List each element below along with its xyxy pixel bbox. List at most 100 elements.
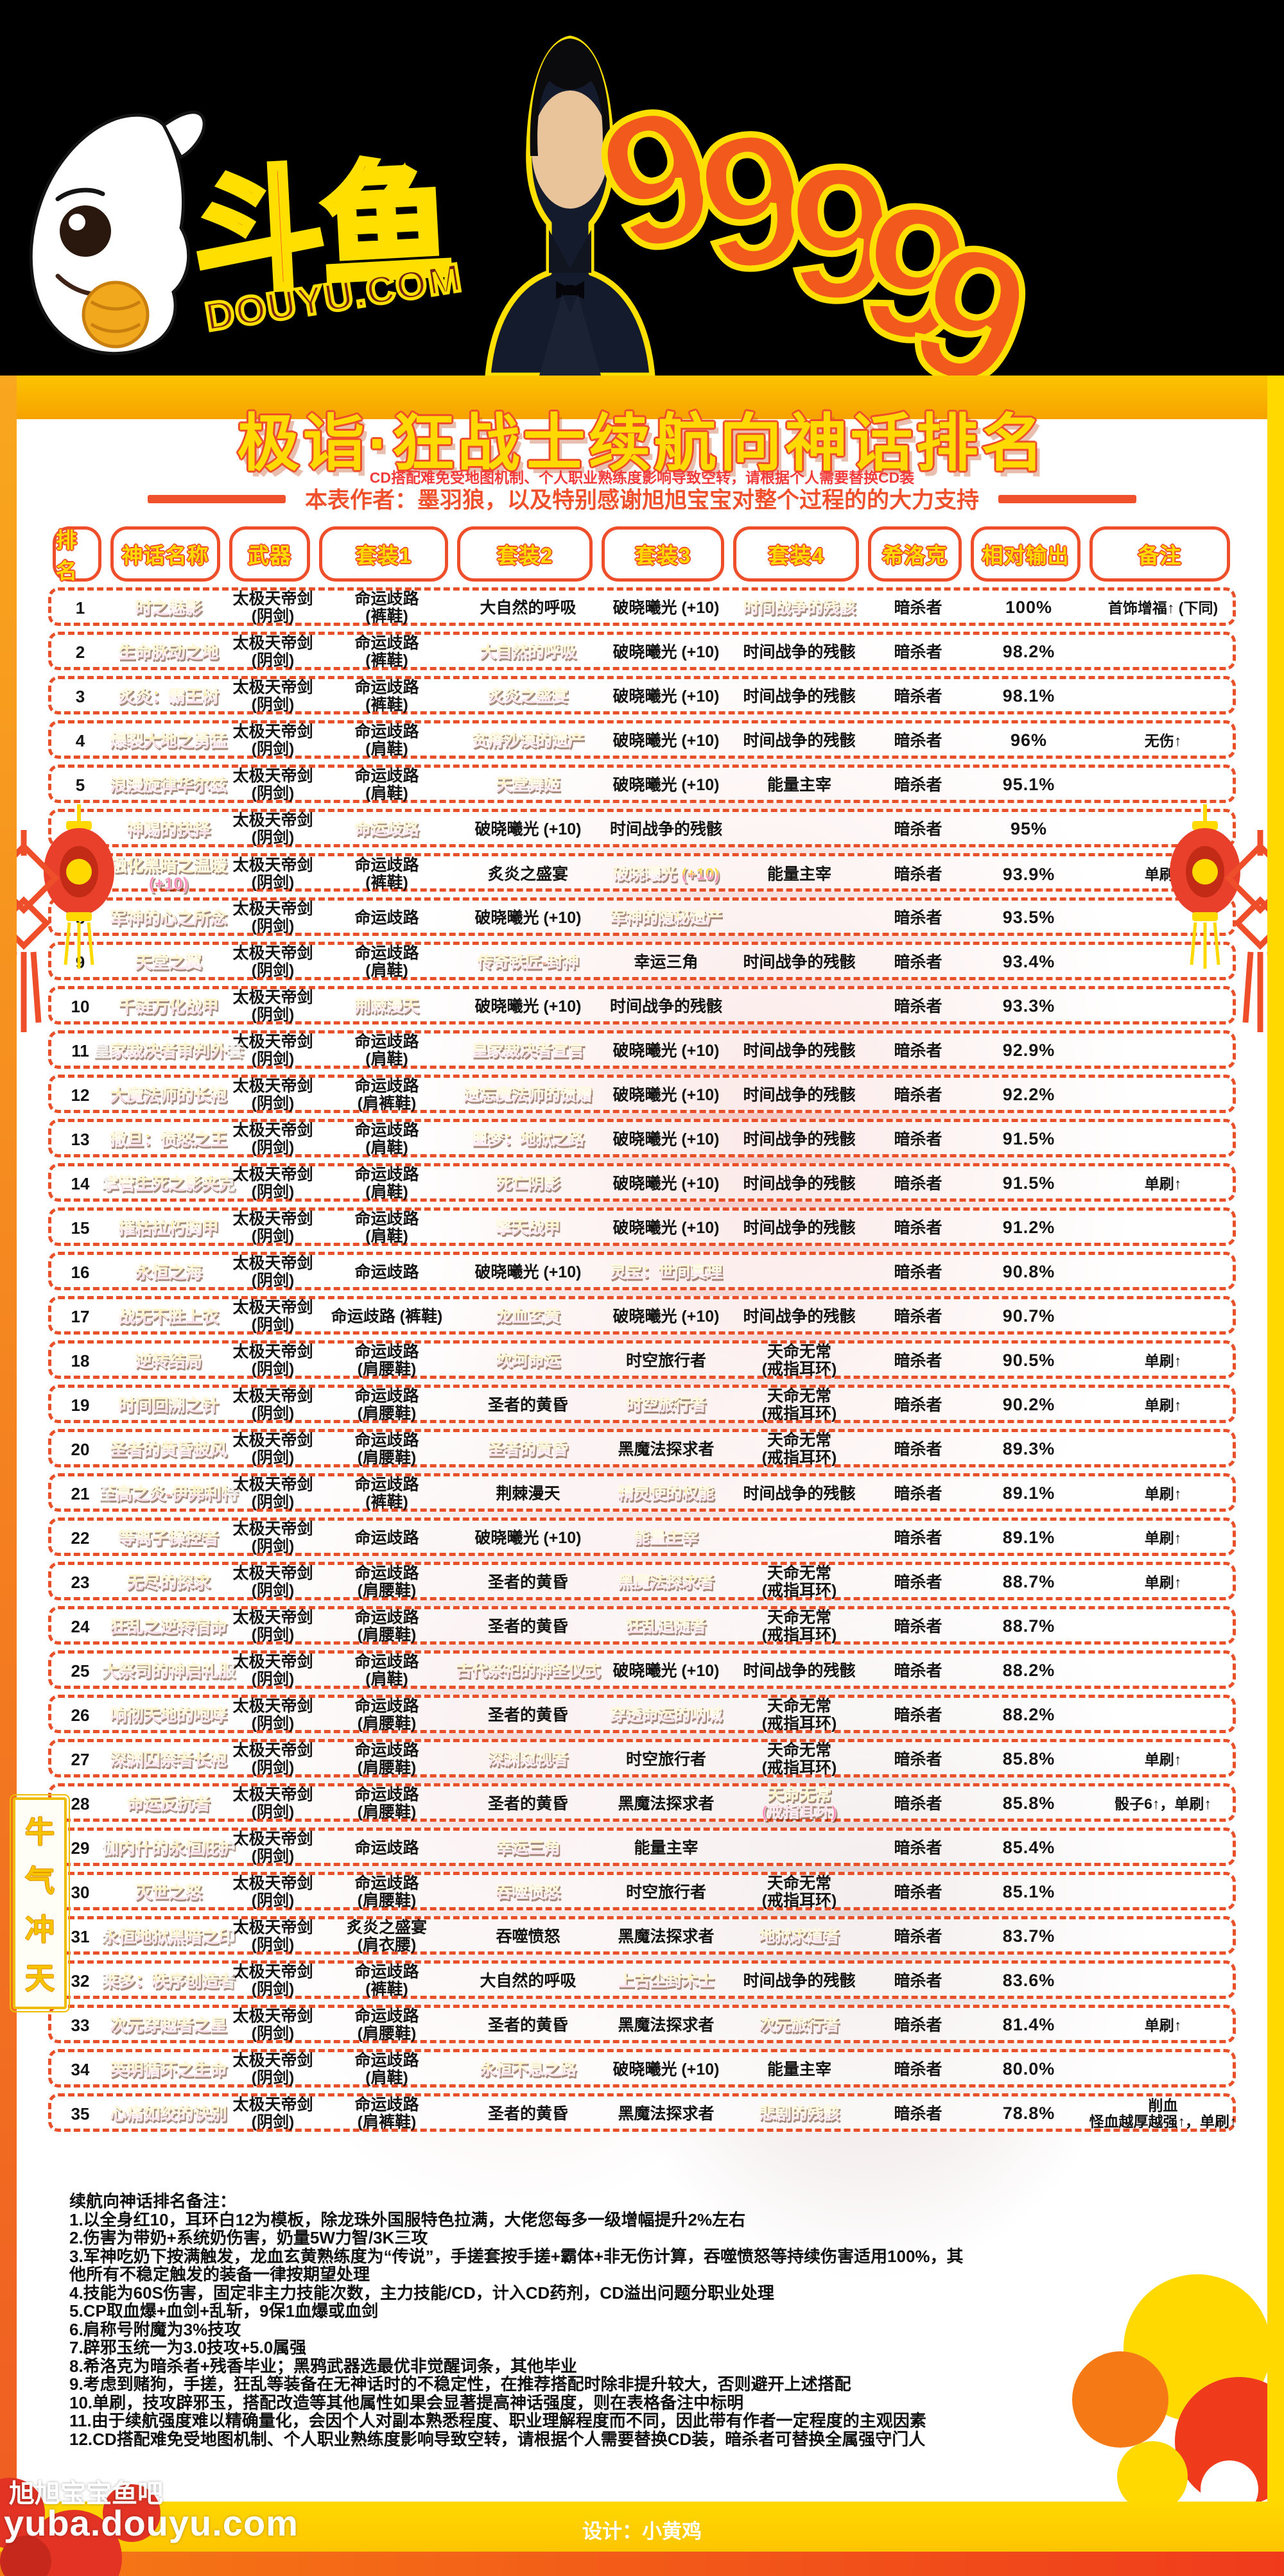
note-cell: 单刷↑ (1144, 1175, 1182, 1192)
set-cell: 天命无常 (戒指耳环) (761, 1387, 837, 1422)
weapon-cell: 太极天帝剑 (阴剑) (232, 944, 313, 980)
table-row: 34 英明循环之生命 太极天帝剑 (阴剑) 命运歧路 (肩鞋) 永恒不息之路 破晓曦光 (… (48, 2049, 1236, 2088)
lantern-icon (1163, 804, 1247, 974)
set-cell (732, 1831, 867, 1865)
sirocco-cell: 暗杀者 (894, 2060, 942, 2079)
column-header: 排名 (53, 526, 101, 583)
output-cell: 88.2% (1002, 1705, 1055, 1725)
weapon-cell: 太极天帝剑 (阴剑) (232, 1564, 313, 1600)
set-cell: 炙炎之盛宴 (肩衣腰) (346, 1919, 427, 1954)
set-cell: 命运歧路 (318, 812, 456, 847)
table-row: 14 掌管生死之影夹克 太极天帝剑 (阴剑) 命运歧路 (肩鞋) 死亡阴影 破晓曦光 (+… (48, 1163, 1236, 1202)
note-cell (1088, 1211, 1238, 1245)
table-rows: 1 时之魅影 太极天帝剑 (阴剑) 命运歧路 (裤鞋) 大自然的呼吸 破晓曦光 (+10)… (48, 587, 1238, 2132)
rank-cell: 29 (71, 1838, 90, 1858)
weapon-cell: 太极天帝剑 (阴剑) (232, 1166, 313, 1201)
set-cell (732, 1521, 867, 1555)
sirocco-cell: 暗杀者 (894, 1794, 942, 1813)
set-cell: 破晓曦光 (+10) (612, 775, 720, 794)
set-cell: 上古尘封术士 (600, 1964, 732, 1998)
niu-qi-chong-tian-stamp: 牛气冲天 (10, 1794, 70, 2012)
sirocco-cell: 暗杀者 (894, 1484, 942, 1503)
stamp-character: 牛 (25, 1815, 55, 1849)
header-cell: 套装1 (315, 526, 453, 582)
note-cell: 骰子6↑，单刷↑ (1115, 1795, 1211, 1812)
set-cell: 命运歧路 (354, 1528, 419, 1547)
page-subtitle: CD搭配难免受地图机制、个人职业熟练度影响导致空转，请根据个人需要替换CD装 (369, 469, 915, 486)
rank-cell: 14 (71, 1173, 90, 1193)
table-row: 27 深渊囚禁者长袍 太极天帝剑 (阴剑) 命运歧路 (肩腰鞋) 深渊窥视者 时空旅行者 天… (48, 1739, 1236, 1777)
note-cell: 无伤↑ (1144, 732, 1182, 749)
set-cell: 穿透命运的呐喊 (600, 1698, 732, 1733)
set-cell: 圣者的黄昏 (487, 1573, 568, 1591)
fanclub-name: 旭旭宝宝鱼吧 (9, 2480, 163, 2508)
weapon-cell: 太极天帝剑 (阴剑) (232, 1299, 313, 1334)
rank-cell: 33 (71, 2015, 90, 2035)
table-row: 24 狂乱之逆转宿命 太极天帝剑 (阴剑) 命运歧路 (肩腰鞋) 圣者的黄昏 狂乱追随者天… (48, 1606, 1236, 1645)
set-cell: 破晓曦光 (+10) (600, 856, 732, 892)
output-cell: 89.3% (1002, 1439, 1055, 1459)
mythic-name: 响彻天地的咆哮 (109, 1698, 228, 1733)
output-cell: 90.5% (1002, 1351, 1055, 1370)
mythic-name: 时间回溯之针 (109, 1388, 228, 1422)
sirocco-cell: 暗杀者 (894, 953, 942, 971)
set-cell: 时间战争的残骸 (743, 643, 856, 661)
output-cell: 93.4% (1002, 952, 1055, 972)
table-header: 排名 神话名称 武器 套装1 套装2 套装3 套装4 希洛克 相对输出 备注 (48, 526, 1236, 583)
sirocco-cell: 暗杀者 (894, 1130, 942, 1148)
mythic-name: 永恒地狱黑暗之印 (101, 1919, 236, 1954)
set-cell: 能量主宰 (767, 865, 831, 883)
set-cell: 次元旅行者 (732, 2008, 867, 2043)
output-cell: 83.6% (1002, 1971, 1055, 1991)
set-cell: 皇家裁决者宣言 (456, 1033, 600, 1068)
set-cell: 命运歧路 (裤鞋) (354, 590, 419, 625)
set-cell: 命运歧路 (裤鞋) (354, 679, 419, 714)
set-cell: 破晓曦光 (+10) (612, 1307, 720, 1326)
output-cell: 93.3% (1002, 996, 1055, 1016)
stamp-character: 冲 (25, 1913, 55, 1946)
column-header: 相对输出 (971, 526, 1080, 582)
sirocco-cell: 暗杀者 (894, 731, 942, 750)
weapon-cell: 太极天帝剑 (阴剑) (232, 1963, 313, 1998)
set-cell: 时间战争的残骸 (609, 820, 722, 838)
table-row: 13 撒旦：愤怒之王 太极天帝剑 (阴剑) 命运歧路 (肩鞋) 噩梦：地狱之路 破晓曦光 … (48, 1119, 1236, 1157)
set-cell: 能量主宰 (600, 1521, 732, 1555)
output-cell: 91.5% (1002, 1129, 1055, 1149)
output-cell: 89.1% (1002, 1483, 1055, 1503)
set-cell (732, 812, 867, 847)
sirocco-cell: 暗杀者 (894, 865, 942, 883)
set-cell: 幸运三角 (456, 1831, 600, 1865)
rank-cell: 24 (71, 1616, 90, 1636)
weapon-cell: 太极天帝剑 (阴剑) (232, 1786, 313, 1821)
douyu-fish-logo (19, 96, 206, 369)
weapon-cell: 太极天帝剑 (阴剑) (232, 1874, 313, 1910)
rank-cell: 31 (71, 1926, 90, 1946)
set-cell: 命运歧路 (裤鞋) (354, 634, 419, 670)
footer-yellow-bar (0, 2502, 1284, 2552)
mythic-name: 时之魅影 (109, 591, 228, 625)
sirocco-cell: 暗杀者 (894, 1263, 942, 1281)
rank-cell: 19 (71, 1395, 90, 1415)
note-line: 6.肩称号附魔为3%技攻 (69, 2319, 241, 2339)
mythic-name: 撒旦：愤怒之王 (109, 1122, 228, 1157)
flower-decoration (0, 2459, 244, 2576)
set-cell: 命运歧路 (肩鞋) (354, 1166, 419, 1201)
set-cell: 炙炎之盛宴 (456, 679, 600, 714)
table-row: 26 响彻天地的咆哮 太极天帝剑 (阴剑) 命运歧路 (肩腰鞋) 圣者的黄昏 穿透命运的呐… (48, 1695, 1236, 1733)
set-cell: 圣者的黄昏 (487, 2016, 568, 2034)
output-cell: 93.9% (1002, 864, 1055, 884)
sirocco-cell: 暗杀者 (894, 2104, 942, 2123)
note-cell (1088, 1122, 1238, 1157)
set-cell: 命运歧路 (肩腰鞋) (354, 1742, 419, 1777)
set-cell: 破晓曦光 (+10) (612, 1041, 720, 1060)
mythic-name: 皇家裁决者审判外套 (93, 1033, 244, 1068)
gold-divider-bar (0, 376, 1284, 419)
output-cell: 92.2% (1002, 1085, 1055, 1105)
output-cell: 98.1% (1002, 686, 1055, 706)
set-cell: 时间战争的残骸 (743, 1041, 856, 1060)
set-cell: 时间战争的残骸 (743, 1484, 856, 1503)
set-cell: 破晓曦光 (+10) (474, 1263, 582, 1281)
set-cell: 命运歧路 (肩鞋) (354, 1210, 419, 1245)
page-border-left (0, 376, 17, 2552)
